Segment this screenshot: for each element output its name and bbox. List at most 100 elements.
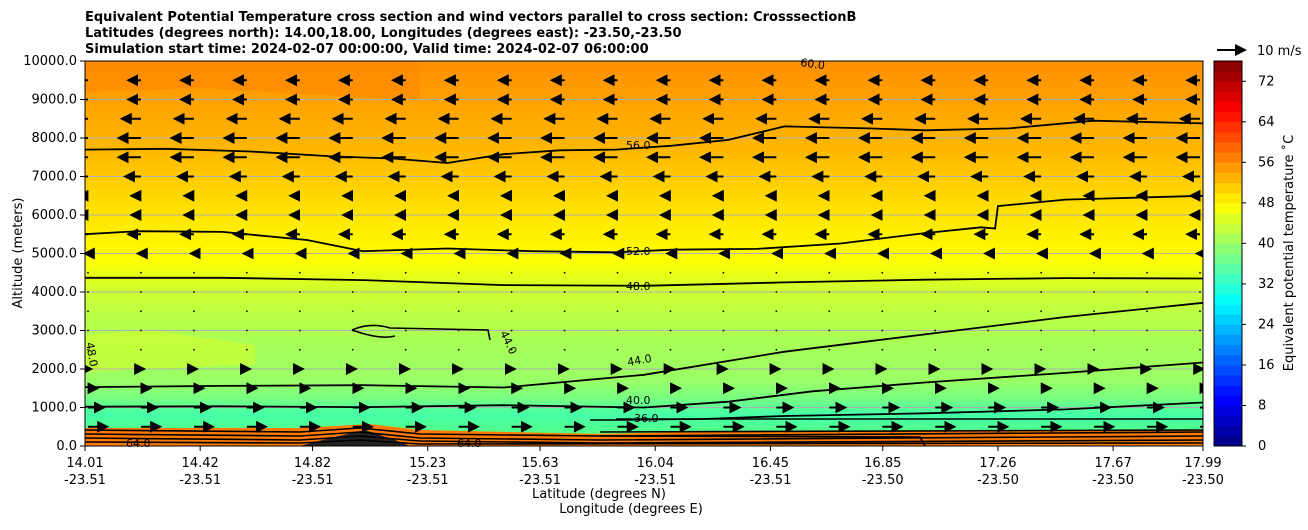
wind-vector — [1093, 271, 1095, 274]
colorbar-tick-label: 64 — [1258, 115, 1275, 130]
colorbar-segment — [1214, 223, 1242, 234]
wind-vector — [1199, 310, 1201, 313]
wind-vector — [828, 271, 831, 274]
wind-vector — [563, 310, 566, 313]
wind-vector — [351, 291, 354, 293]
wind-vector — [193, 329, 195, 332]
x-tick-label-lat: 17.67 — [1095, 456, 1132, 471]
contour-label-48: 48.0 — [626, 280, 651, 293]
x-tick-label-lon: -23.51 — [179, 473, 221, 488]
colorbar-segment — [1214, 131, 1242, 143]
colorbar-frame — [1213, 60, 1243, 447]
wind-vector — [404, 348, 407, 351]
wind-vector — [1199, 291, 1201, 293]
wind-vector — [722, 310, 725, 313]
colorbar-segment — [1214, 344, 1242, 356]
wind-vector — [616, 271, 619, 274]
colorbar-segment — [1214, 354, 1242, 366]
colorbar-segment — [1214, 283, 1242, 295]
wind-vector — [245, 291, 248, 293]
wind-vector — [987, 310, 990, 313]
title-line-3: Simulation start time: 2024-02-07 00:00:… — [85, 42, 649, 57]
x-tick-label-lon: -23.50 — [1092, 473, 1134, 488]
wind-vector — [1146, 291, 1148, 293]
wind-vector — [934, 310, 937, 313]
title-line-2: Latitudes (degrees north): 14.00,18.00, … — [85, 26, 682, 41]
colorbar-segment — [1214, 304, 1242, 315]
wind-vector — [1146, 348, 1148, 351]
colorbar-segment — [1214, 81, 1242, 92]
colorbar-segment — [1214, 61, 1242, 72]
wind-vector — [987, 329, 990, 332]
wind-vector — [510, 310, 513, 313]
colorbar-segment — [1214, 324, 1242, 336]
y-tick-label: 1000.0 — [32, 401, 78, 416]
colorbar-segment — [1214, 142, 1242, 153]
wind-vector — [87, 271, 89, 274]
contour-label-64-left: 64.0 — [126, 437, 151, 450]
colorbar-segment — [1214, 233, 1242, 244]
colorbar-segment — [1214, 425, 1242, 437]
wind-vector — [140, 291, 142, 293]
wind-vector — [245, 348, 248, 351]
wind-vector — [245, 271, 248, 274]
wind-vector — [563, 329, 566, 332]
wind-vector — [987, 291, 990, 293]
wind-vector — [616, 310, 619, 313]
wind-vector — [457, 271, 460, 274]
wind-vector — [722, 271, 725, 274]
x-axis-label-lat: Latitude (degrees N) — [532, 487, 666, 502]
colorbar-tick-label: 72 — [1258, 74, 1275, 89]
wind-vector — [881, 310, 884, 313]
colorbar-segment — [1214, 111, 1242, 123]
x-tick-label-lat: 14.82 — [294, 456, 331, 471]
contour-line-56 — [85, 119, 1203, 164]
colorbar-tick-label: 0 — [1258, 439, 1266, 454]
wind-vector — [934, 329, 937, 332]
wind-vector — [722, 329, 725, 332]
wind-vector — [140, 329, 142, 332]
wind-vector — [987, 271, 990, 274]
contour-label-60-top: 60.0 — [800, 56, 826, 72]
wind-vector — [457, 310, 460, 313]
contour-line-48 — [85, 276, 1203, 287]
wind-vectors — [85, 74, 1203, 433]
colorbar-segment — [1214, 294, 1242, 305]
wind-vector — [245, 329, 248, 332]
wind-vector — [1040, 291, 1043, 293]
y-tick-label: 2000.0 — [32, 362, 78, 377]
wind-vector — [1199, 348, 1201, 351]
colorbar-segment — [1214, 152, 1242, 163]
grid-lines — [85, 61, 1203, 446]
wind-vector — [934, 348, 937, 351]
wind-vector — [1199, 329, 1201, 332]
colorbar-segment — [1214, 314, 1242, 325]
wind-vector — [669, 291, 672, 293]
x-tick-label-lat: 16.45 — [752, 456, 789, 471]
contour-label-44: 44.0 — [626, 352, 652, 369]
wind-vector — [351, 348, 354, 351]
wind-vector — [563, 291, 566, 293]
wind-vector — [298, 310, 301, 313]
colorbar-segment — [1214, 91, 1242, 103]
wind-vector — [616, 291, 619, 293]
wind-vector — [828, 291, 831, 293]
contour-label-40: 40.0 — [626, 394, 651, 407]
quiver-key-label: 10 m/s — [1257, 44, 1302, 59]
x-tick-label-lat: 16.04 — [637, 456, 674, 471]
y-tick-label: 3000.0 — [32, 324, 78, 339]
wind-vector — [775, 271, 778, 274]
colorbar-segment — [1214, 121, 1242, 133]
wind-vector — [510, 291, 513, 293]
wind-vector — [669, 310, 672, 313]
plot-area — [85, 61, 1203, 446]
x-axis-label-lon: Longitude (degrees E) — [559, 502, 703, 517]
y-axis-label: Altitude (meters) — [11, 198, 26, 309]
colorbar-segment — [1214, 415, 1242, 427]
wind-vector — [351, 310, 354, 313]
wind-vector — [563, 348, 566, 351]
colorbar-tick-label: 40 — [1258, 236, 1275, 251]
colorbar-tick-label: 56 — [1258, 155, 1275, 170]
wind-vector — [87, 329, 89, 332]
colorbar-tick-label: 24 — [1258, 317, 1275, 332]
